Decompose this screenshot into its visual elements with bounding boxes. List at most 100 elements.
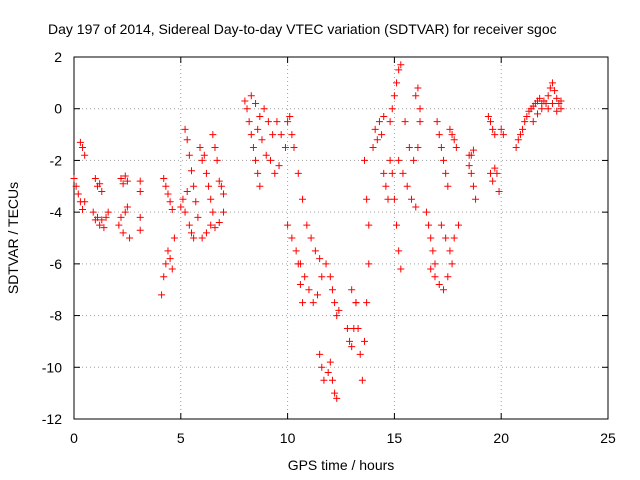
x-tick-label: 15 [387,430,403,446]
data-point [557,97,565,105]
data-point [190,182,198,190]
data-point [273,118,281,126]
y-axis: 2 0 -2 -4 -6 -8 -10 -12 [42,49,608,427]
data-point [303,221,311,229]
data-point [343,325,351,332]
data-point [495,187,503,195]
data-point [448,131,456,139]
data-point [79,144,87,151]
x-axis: 0 5 10 15 20 25 [70,57,616,446]
data-point [322,260,330,268]
data-point [348,343,356,351]
data-point [352,299,360,307]
data-point [437,221,445,229]
data-point [96,180,104,188]
data-point [467,169,475,177]
data-point [493,169,501,177]
data-point [202,169,210,177]
data-point [102,213,110,221]
data-point [467,151,475,159]
data-point [544,105,552,113]
data-point [284,221,292,229]
data-point [446,125,454,133]
data-point [519,125,527,133]
data-point [136,187,144,195]
data-point [388,169,396,177]
data-point [328,376,336,384]
data-point [378,131,386,139]
data-point [288,131,296,139]
data-point [93,213,101,221]
data-point [119,180,127,188]
data-point [472,195,480,203]
data-point [252,100,260,108]
x-axis-label: GPS time / hours [288,457,395,473]
data-point [324,368,332,376]
data-point [207,221,215,229]
data-point [356,350,364,358]
data-point [450,234,458,242]
data-point [440,286,448,294]
data-point [444,273,452,281]
data-point [202,229,210,237]
data-point [397,61,405,69]
data-point [382,182,390,190]
data-point [318,363,326,371]
data-point [435,131,443,139]
data-point [277,131,285,139]
data-point [427,265,435,273]
data-point [484,112,492,120]
data-point [365,221,373,229]
data-point [414,144,422,151]
data-point [397,265,405,273]
data-point [98,187,106,195]
data-point [209,208,217,216]
data-point [373,136,381,144]
data-point [123,177,131,185]
data-point [220,208,228,216]
data-point [521,118,529,126]
data-point [546,84,554,92]
data-point [534,110,542,118]
data-point [254,169,262,177]
data-point [215,177,223,185]
data-point [294,260,302,268]
data-point [371,125,379,133]
data-point [487,118,495,126]
data-point [96,221,104,229]
data-point [256,112,264,120]
data-point [98,216,106,224]
data-point [469,146,477,154]
data-point [187,229,195,237]
y-tick-label: 0 [54,101,62,117]
data-point [390,92,398,100]
data-point [354,325,362,332]
data-point [523,112,531,120]
data-point [395,156,403,164]
y-tick-label: -4 [50,204,63,220]
data-point [179,195,187,203]
data-point [331,299,339,307]
data-point [448,260,456,268]
data-point [211,224,219,232]
data-point [410,156,418,164]
data-point [136,226,144,234]
y-tick-label: -12 [42,411,62,427]
data-point [213,156,221,164]
data-point [307,234,315,242]
data-point [469,182,477,190]
data-point [294,169,302,177]
data-point [207,195,215,203]
data-point [431,273,439,281]
data-point [403,182,411,190]
y-tick-label: -2 [50,152,63,168]
data-point [465,162,473,170]
data-point [256,182,264,190]
data-point [489,125,497,133]
data-point [258,136,266,144]
x-tick-label: 5 [177,430,185,446]
data-point [136,177,144,185]
data-point [491,131,499,139]
data-point [181,125,189,133]
data-point [405,144,413,151]
